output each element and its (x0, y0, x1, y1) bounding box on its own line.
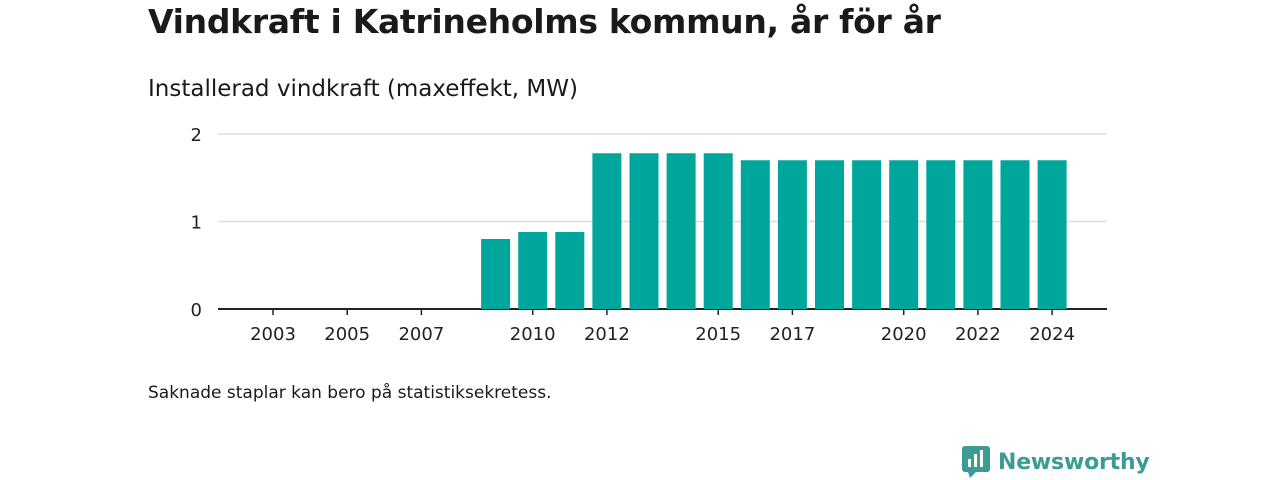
bar-2019 (852, 160, 882, 309)
bar-2011 (555, 232, 585, 309)
x-tick-label: 2003 (250, 324, 296, 345)
bar-2010 (518, 232, 548, 309)
y-tick-label: 0 (191, 300, 202, 321)
x-tick-label: 2022 (955, 324, 1001, 345)
bar-2017 (777, 160, 807, 309)
x-tick-label: 2012 (584, 324, 630, 345)
bar-2012 (592, 153, 622, 309)
bar-2016 (740, 160, 770, 309)
newsworthy-icon (962, 446, 990, 478)
bar-2024 (1037, 160, 1067, 309)
bar-2015 (703, 153, 733, 309)
chart-title: Vindkraft i Katrineholms kommun, år för … (148, 2, 941, 41)
bar-2021 (926, 160, 956, 309)
bar-2023 (1000, 160, 1030, 309)
bar-2022 (963, 160, 993, 309)
gridlines (218, 133, 1107, 310)
bars (481, 153, 1067, 309)
x-tick-label: 2005 (324, 324, 370, 345)
bar-2014 (666, 153, 696, 309)
y-tick-label: 1 (191, 213, 202, 234)
newsworthy-logo[interactable]: Newsworthy (962, 446, 1150, 478)
y-tick-labels: 0 1 2 (191, 125, 202, 321)
footnote: Saknade staplar kan bero på statistiksek… (148, 383, 552, 403)
bar-2013 (629, 153, 659, 309)
x-tick-label: 2017 (769, 324, 815, 345)
x-tick-label: 2007 (398, 324, 444, 345)
x-tick-labels: 2003 2005 2007 2010 2012 2015 2017 2020 2022 2024 (250, 309, 1075, 345)
bar-chart: 0 1 2 2003 2005 2007 2010 2012 2015 2017 2020 2022… (191, 125, 1107, 345)
x-tick-label: 2020 (881, 324, 927, 345)
x-tick-label: 2015 (695, 324, 741, 345)
chart-subtitle: Installerad vindkraft (maxeffekt, MW) (148, 76, 578, 102)
x-tick-label: 2010 (510, 324, 556, 345)
brand-name: Newsworthy (998, 449, 1150, 475)
x-tick-label: 2024 (1029, 324, 1075, 345)
bar-2018 (815, 160, 844, 309)
bar-2020 (889, 160, 919, 309)
bar-2009 (481, 239, 511, 309)
y-tick-label: 2 (191, 125, 202, 146)
